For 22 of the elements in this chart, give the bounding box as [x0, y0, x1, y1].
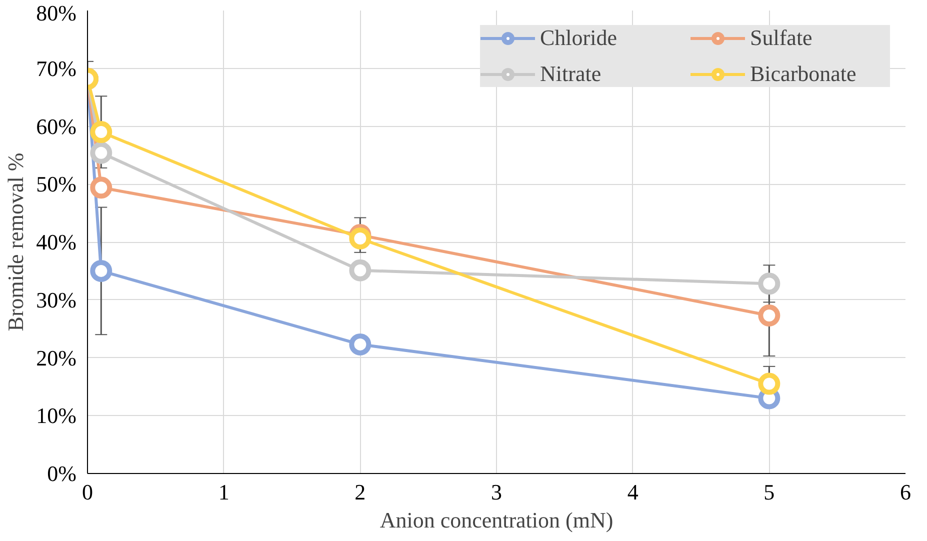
y-tick-label: 20% [36, 345, 76, 370]
legend-label: Sulfate [750, 25, 814, 51]
y-tick-label: 40% [36, 230, 76, 254]
y-tick-label: 30% [36, 287, 76, 312]
y-tick-label: 80% [36, 0, 76, 26]
y-tick-label: 10% [36, 403, 76, 428]
x-tick-label: 6 [900, 480, 911, 504]
y-tick-label: 0% [47, 461, 76, 486]
x-tick-label: 3 [491, 480, 502, 504]
x-tick-label: 2 [354, 480, 366, 504]
y-axis-title: Bromide removal % [3, 152, 28, 332]
x-tick-label: 0 [82, 480, 93, 504]
x-tick-label: 4 [627, 480, 638, 504]
y-tick-label: 50% [36, 172, 76, 197]
x-tick-label: 1 [218, 480, 230, 504]
legend-label: Nitrate [540, 61, 602, 87]
x-tick-label: 5 [764, 480, 775, 504]
x-axis-title: Anion concentration (mN) [380, 508, 614, 532]
legend-label: Bicarbonate [750, 61, 858, 87]
y-tick-label: 70% [36, 56, 76, 81]
legend-label: Chloride [540, 25, 618, 51]
y-tick-label: 60% [36, 114, 76, 139]
